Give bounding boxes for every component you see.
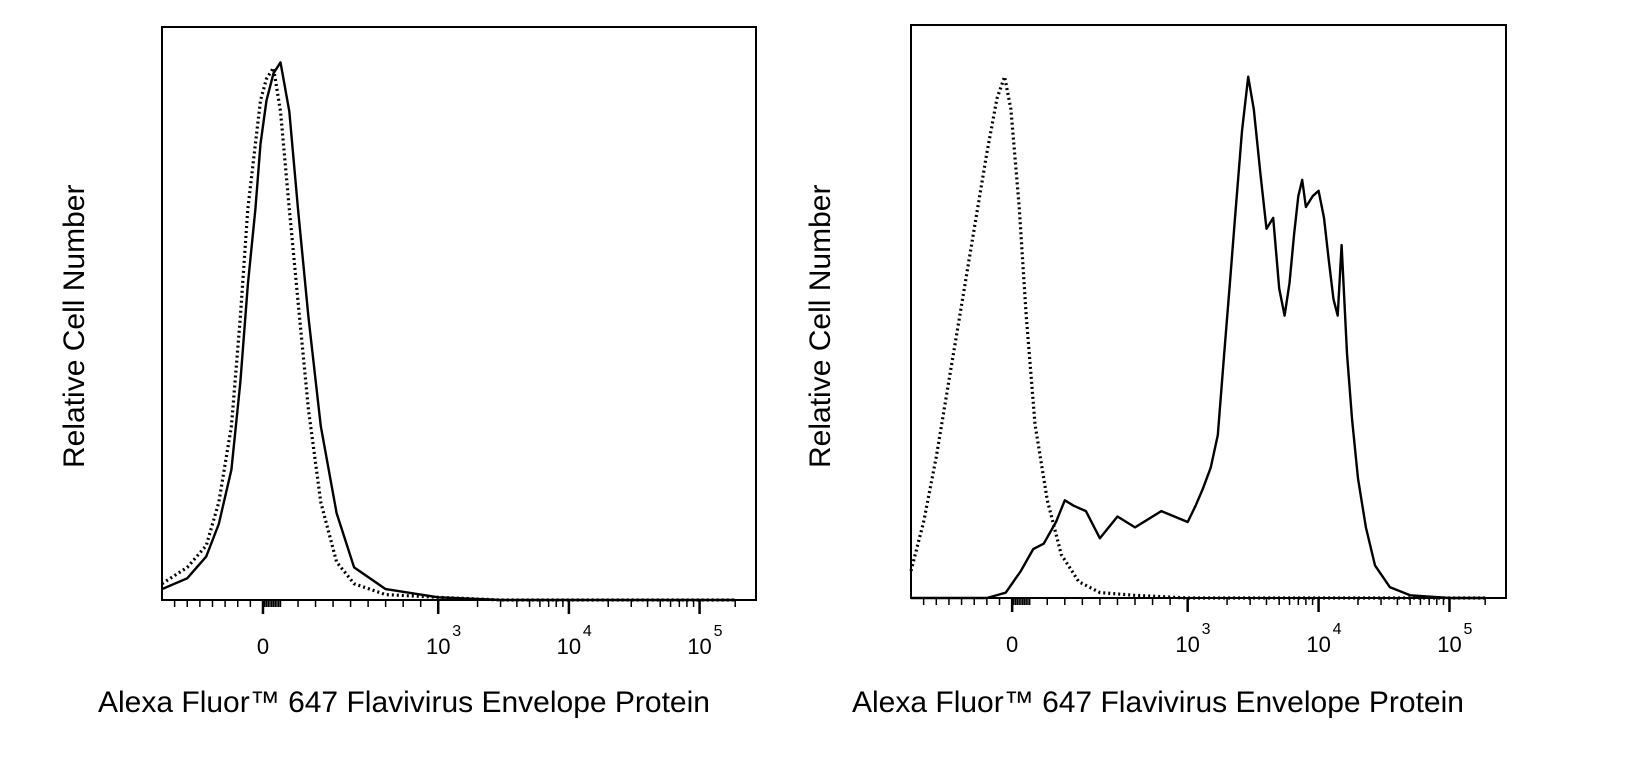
left-x-tick-label-exponent: 3 bbox=[452, 623, 461, 640]
left-x-tick-label-exponent: 5 bbox=[714, 623, 723, 640]
right-series-solid-line bbox=[911, 75, 1486, 600]
left-x-axis-label: Alexa Fluor™ 647 Flavivirus Envelope Pro… bbox=[98, 686, 710, 719]
left-plot-frame bbox=[161, 26, 757, 601]
right-x-tick-label: 10 bbox=[1437, 632, 1461, 657]
right-x-axis-label: Alexa Fluor™ 647 Flavivirus Envelope Pro… bbox=[852, 686, 1464, 719]
right-series-dotted-line bbox=[909, 75, 1486, 600]
right-x-tick-label: 10 bbox=[1306, 632, 1330, 657]
left-x-tick-label: 10 bbox=[687, 634, 711, 659]
left-series-solid-line bbox=[161, 61, 736, 602]
right-plot-frame bbox=[910, 24, 1507, 599]
left-x-tick-label: 0 bbox=[257, 634, 269, 659]
left-x-tick-label-exponent: 4 bbox=[583, 623, 592, 640]
left-histogram-panel: 0 10 3 10 4 10 5 Relative Cell Number Alexa Fl… bbox=[58, 26, 757, 719]
right-x-tick-label-exponent: 4 bbox=[1333, 621, 1342, 638]
left-x-tick-label: 10 bbox=[426, 634, 450, 659]
right-x-tick-label: 10 bbox=[1175, 632, 1199, 657]
right-x-tick-label: 0 bbox=[1006, 632, 1018, 657]
left-y-axis-label: Relative Cell Number bbox=[58, 184, 91, 468]
right-x-tick-label-exponent: 5 bbox=[1463, 621, 1472, 638]
right-histogram-panel: 0 10 3 10 4 10 5 Relative Cell Number Alexa Fl… bbox=[804, 0, 1628, 772]
left-series-dotted-line bbox=[161, 66, 736, 602]
right-y-axis-label: Relative Cell Number bbox=[804, 184, 837, 468]
right-x-tick-label-exponent: 3 bbox=[1202, 621, 1211, 638]
left-x-tick-label: 10 bbox=[557, 634, 581, 659]
